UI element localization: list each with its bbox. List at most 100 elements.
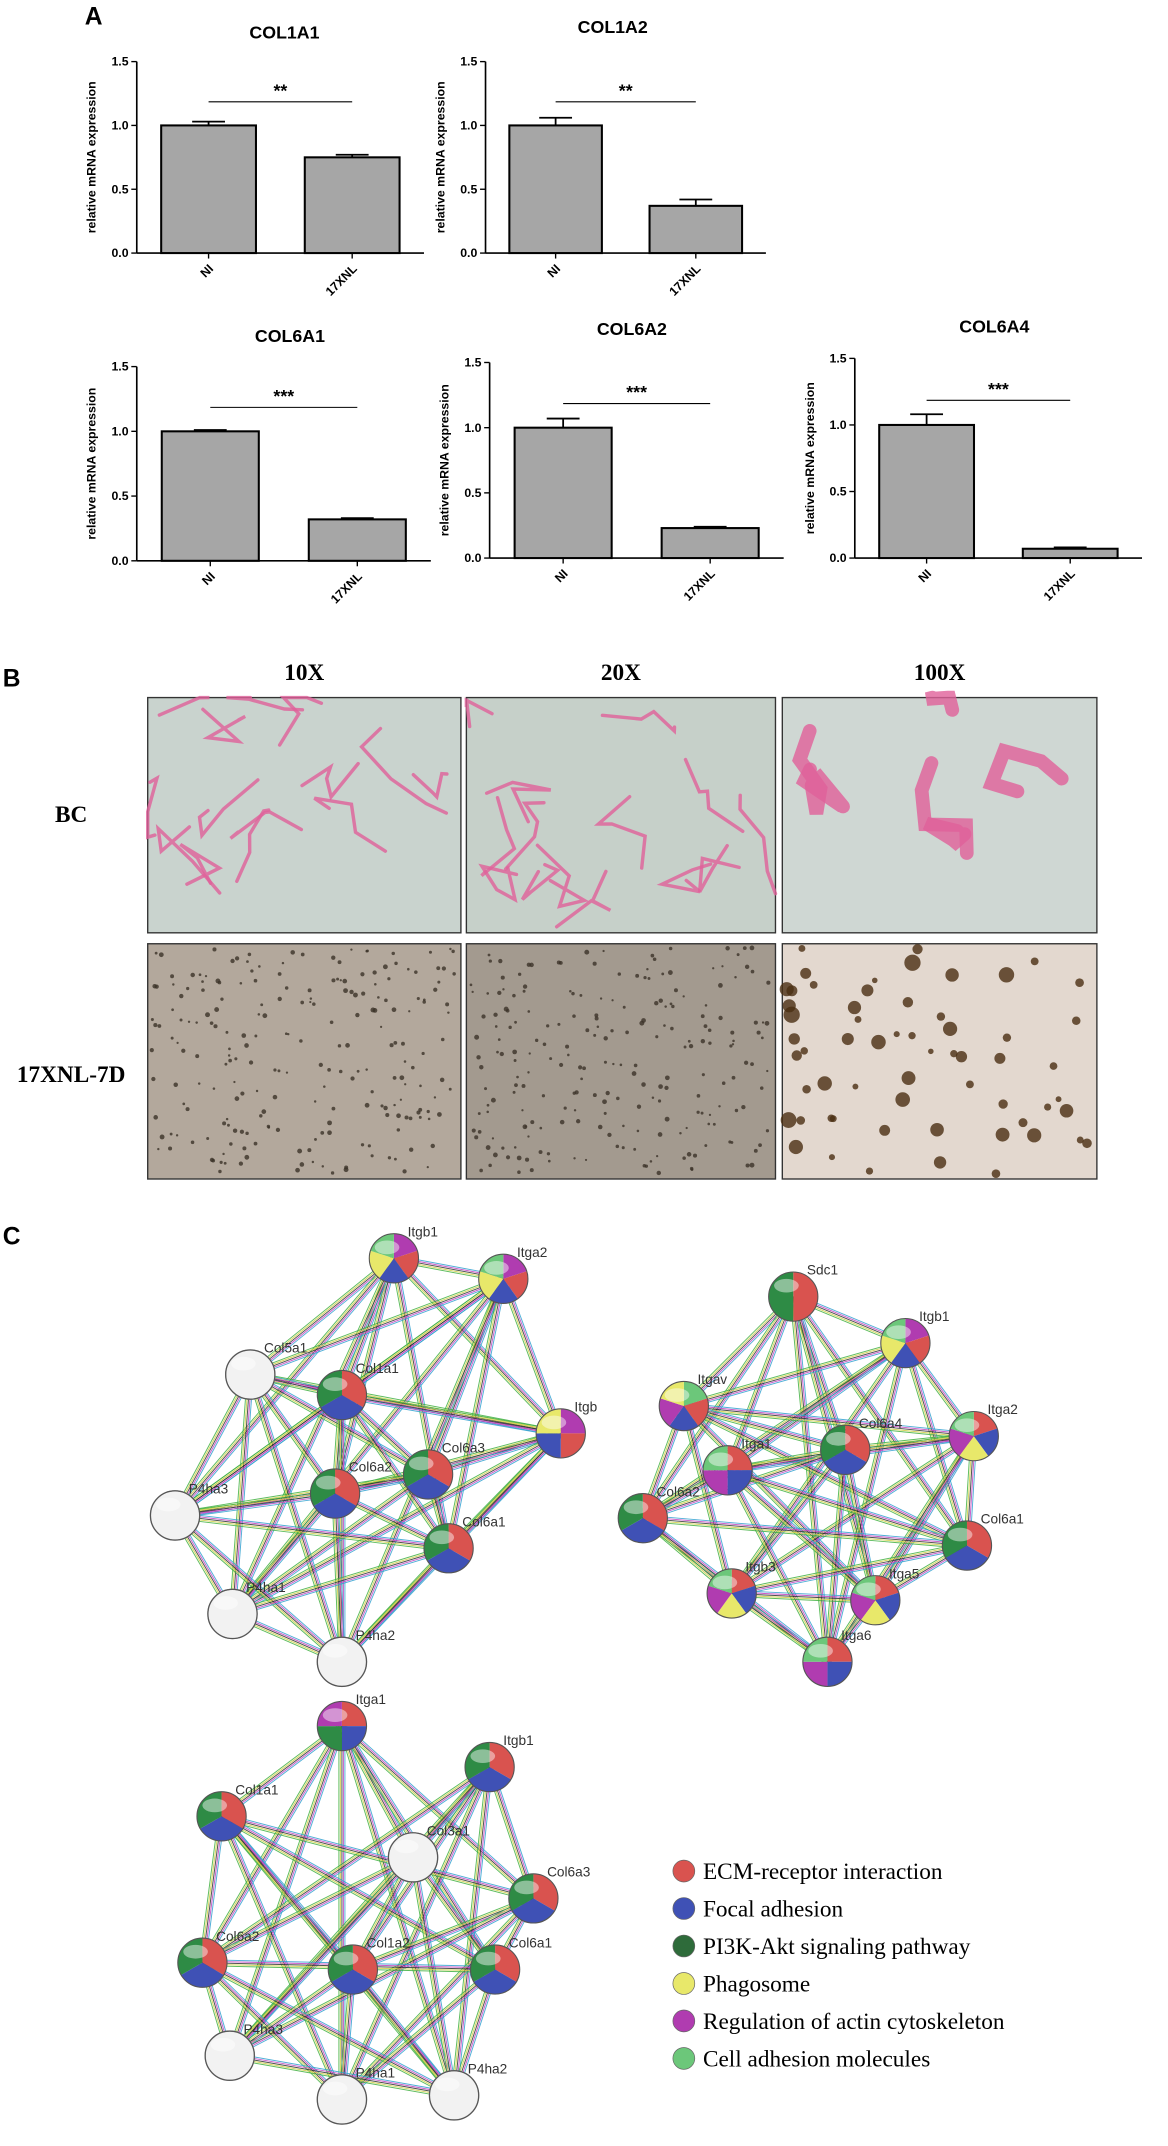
micrograph-image	[465, 943, 777, 1180]
pigment-dot	[481, 1014, 486, 1019]
network-edge	[233, 1476, 431, 1617]
pigment-dot	[809, 980, 818, 989]
pigment-dot	[743, 1060, 749, 1065]
network-edge	[729, 1297, 797, 1472]
pigment-dot	[204, 974, 208, 978]
node-slice	[845, 1425, 870, 1463]
network-edge	[250, 1371, 562, 1431]
pigment-dot	[679, 1132, 682, 1135]
pigment-dot	[603, 1060, 607, 1064]
node-outline	[204, 2030, 255, 2081]
pigment-dot	[404, 1115, 409, 1120]
pigment-dot	[486, 1103, 490, 1107]
network-edge	[829, 1437, 977, 1664]
network-edge	[343, 1723, 536, 1897]
pigment-dot	[930, 1122, 944, 1137]
pigment-dot	[311, 1160, 315, 1164]
pigment-dot	[569, 990, 572, 993]
y-tick-label: 0.5	[111, 182, 128, 196]
network-edge	[342, 1725, 456, 2096]
pigment-dot	[521, 1083, 526, 1088]
node-label: Itgb	[574, 1400, 597, 1415]
node-slice	[470, 1944, 496, 1982]
pigment-dot	[696, 1094, 701, 1098]
node-slice	[659, 1398, 684, 1426]
pigment-dot	[643, 975, 647, 980]
pigment-dot	[222, 1121, 227, 1126]
pigment-dot	[364, 1102, 370, 1108]
pigment-dot	[401, 1041, 405, 1046]
collagen-fiber	[155, 823, 222, 895]
pigment-dot	[471, 1128, 476, 1133]
pigment-dot	[227, 1123, 230, 1127]
y-tick-label: 0.5	[829, 485, 846, 499]
pigment-dot	[1018, 1118, 1028, 1128]
network-node: P4ha1	[316, 2066, 395, 2125]
node-highlight	[541, 1415, 567, 1430]
pigment-dot	[622, 1005, 626, 1009]
pigment-dot	[228, 1047, 231, 1051]
y-tick-label: 1.5	[464, 356, 481, 370]
pigment-dot	[654, 1001, 659, 1006]
pigment-dot	[195, 1054, 200, 1059]
network-edge	[339, 1545, 447, 1661]
chart-title: COL6A4	[959, 316, 1029, 336]
network-edge	[342, 1393, 451, 1548]
node-outline	[316, 2074, 368, 2125]
network-edge	[341, 1725, 455, 2096]
pigment-dot	[150, 1018, 154, 1022]
pigment-dot	[741, 1104, 746, 1110]
pigment-dot	[704, 1004, 708, 1007]
network-node: Itga6	[802, 1628, 871, 1687]
bar	[307, 518, 407, 562]
pigment-dot	[728, 1140, 732, 1144]
micrograph-image	[781, 943, 1098, 1180]
pigment-dot	[152, 983, 157, 989]
network-node: Col6a3	[402, 1441, 485, 1500]
network-node: Col6a1	[423, 1514, 506, 1574]
pigment-dot	[394, 961, 398, 966]
pigment-dot	[670, 1026, 674, 1031]
network-edge	[176, 1259, 397, 1518]
node-slice	[489, 1742, 515, 1780]
pigment-dot	[636, 1104, 642, 1109]
pigment-dot	[538, 1150, 543, 1155]
network-node: Col6a2	[309, 1460, 392, 1519]
pigment-dot	[338, 1069, 343, 1074]
node-outline	[880, 1317, 931, 1369]
x-tick-label: NI	[198, 262, 217, 281]
pigment-dot	[718, 1015, 723, 1021]
network-edge	[175, 1496, 336, 1519]
pigment-dot	[1082, 1138, 1092, 1149]
significance-label: **	[273, 80, 287, 100]
network-edge	[827, 1435, 975, 1663]
pigment-dot	[498, 958, 503, 964]
x-tick-label: 17XNL	[328, 569, 365, 606]
node-outline	[508, 1873, 559, 1924]
pigment-dot	[360, 1143, 365, 1147]
pigment-dot	[440, 1037, 445, 1042]
pigment-dot	[225, 1117, 229, 1121]
pigment-dot	[664, 1075, 670, 1081]
network-edge	[175, 1514, 449, 1549]
node-outline	[658, 1380, 710, 1432]
node-label: Col1a2	[367, 1936, 410, 1951]
network-edge	[732, 1548, 968, 1597]
node-outline	[768, 1271, 819, 1322]
network-edge	[176, 1397, 344, 1519]
node-slice	[317, 1701, 342, 1727]
network-edge	[172, 1517, 341, 1665]
node-slice	[820, 1425, 846, 1463]
node-slice	[503, 1271, 528, 1299]
pigment-dot	[635, 973, 640, 978]
pigment-dot	[391, 951, 395, 956]
node-slice	[827, 1637, 853, 1662]
node-slice	[802, 1661, 828, 1687]
node-slice	[313, 1493, 357, 1519]
node-slice	[966, 1520, 992, 1558]
network-edge	[412, 1857, 455, 2096]
network-edge	[174, 1516, 449, 1551]
pigment-dot	[602, 1099, 607, 1105]
node-outline	[469, 1944, 521, 1995]
